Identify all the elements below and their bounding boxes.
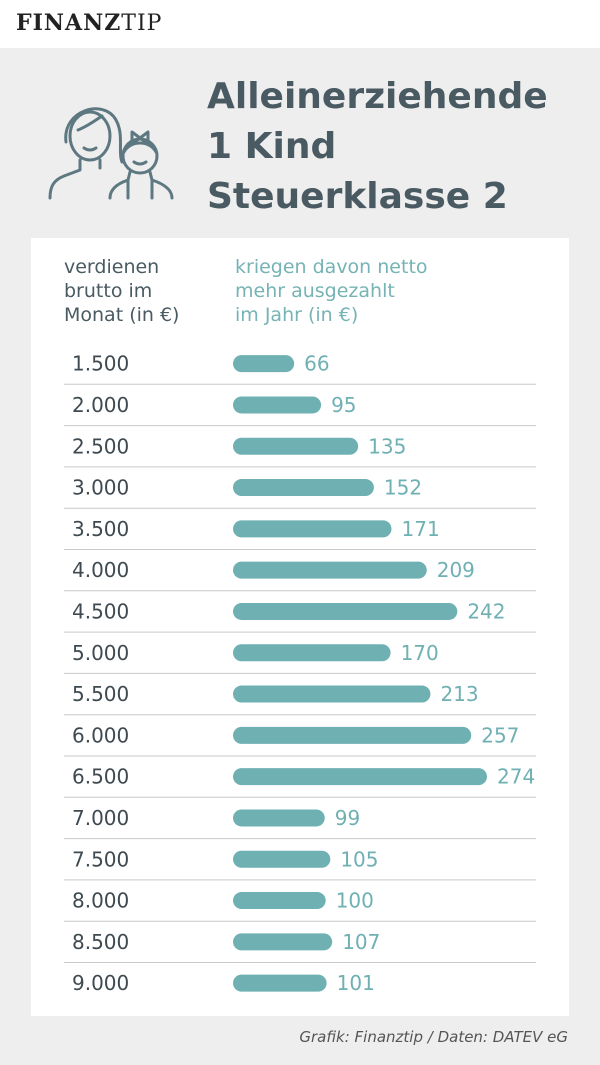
value-label: 152 (384, 476, 422, 500)
bar (233, 437, 359, 455)
column-header-net-line-1: kriegen davon netto (235, 256, 428, 278)
column-header-net-line-3: im Jahr (in €) (235, 304, 359, 326)
bar (233, 726, 472, 744)
bar-row: 5.000 170 (64, 641, 536, 674)
category-label: 8.500 (72, 930, 129, 954)
column-header-net-line-2: mehr ausgezahlt (235, 280, 395, 302)
column-header-gross-line-2: brutto im (64, 280, 153, 302)
bar-row: 7.500 105 (64, 847, 536, 881)
value-label: 209 (437, 558, 475, 582)
category-label: 2.500 (72, 434, 129, 458)
category-label: 7.500 (72, 847, 129, 871)
column-header-gross-line-1: verdienen (64, 256, 160, 278)
page-title: Alleinerziehende 1 Kind Steuerklasse 2 (207, 72, 548, 222)
bar (233, 644, 391, 662)
category-label: 9.000 (72, 971, 129, 995)
bar (233, 396, 322, 414)
category-label: 3.000 (72, 476, 129, 500)
value-label: 107 (342, 930, 380, 954)
category-label: 6.000 (72, 723, 129, 747)
value-label: 105 (340, 847, 378, 871)
bar-row: 6.000 257 (64, 723, 536, 757)
bar (233, 479, 374, 497)
bar (233, 809, 325, 827)
bar (233, 355, 295, 373)
logo-bold: FINANZ (16, 10, 122, 36)
category-label: 3.500 (72, 517, 129, 541)
bar-row: 7.000 99 (64, 806, 536, 840)
value-label: 170 (401, 641, 439, 665)
category-label: 4.500 (72, 599, 129, 623)
value-label: 99 (335, 806, 360, 830)
column-header-gross: verdienen brutto im Monat (in €) (64, 255, 179, 327)
bar (233, 602, 458, 620)
source-note: Grafik: Finanztip / Daten: DATEV eG (299, 1028, 568, 1046)
top-bar: FINANZTIP (0, 0, 600, 48)
bar (233, 768, 487, 786)
bar (233, 933, 333, 951)
value-label: 274 (497, 765, 535, 789)
title-line-2: 1 Kind (207, 126, 337, 167)
column-header-net: kriegen davon netto mehr ausgezahlt im J… (235, 255, 428, 327)
bar (233, 685, 431, 703)
value-label: 95 (331, 393, 356, 417)
category-label: 4.000 (72, 558, 129, 582)
bar-row: 4.500 242 (64, 599, 536, 633)
category-label: 2.000 (72, 393, 129, 417)
finanztip-logo: FINANZTIP (16, 10, 162, 36)
value-label: 213 (440, 682, 478, 706)
bar-row: 2.000 95 (64, 393, 536, 427)
bar-row: 8.000 100 (64, 889, 536, 922)
category-label: 7.000 (72, 806, 129, 830)
bar-row: 9.000 101 (72, 971, 375, 995)
bar (233, 850, 331, 868)
bar (233, 974, 327, 992)
title-line-1: Alleinerziehende (207, 76, 548, 117)
value-label: 101 (337, 971, 375, 995)
bar-row: 3.500 171 (64, 517, 536, 550)
bar-row: 6.500 274 (64, 765, 536, 798)
parent-child-icon (48, 107, 174, 200)
bar-row: 3.000 152 (64, 476, 536, 509)
bar-row: 8.500 107 (64, 930, 536, 963)
logo-light: TIP (121, 11, 163, 36)
bar (233, 892, 326, 910)
chart-card (31, 238, 569, 1016)
bar (233, 561, 427, 579)
bar-row: 5.500 213 (64, 682, 536, 716)
title-line-3: Steuerklasse 2 (207, 176, 508, 217)
value-label: 100 (336, 889, 374, 913)
column-header-gross-line-3: Monat (in €) (64, 304, 180, 326)
value-label: 171 (402, 517, 440, 541)
category-label: 8.000 (72, 889, 129, 913)
value-label: 257 (481, 723, 519, 747)
category-label: 5.500 (72, 682, 129, 706)
bar-row: 1.500 66 (64, 352, 536, 385)
value-label: 242 (467, 599, 505, 623)
bar-row: 4.000 209 (64, 558, 536, 592)
value-label: 66 (304, 352, 329, 376)
bar-row: 2.500 135 (64, 434, 536, 468)
category-label: 1.500 (72, 352, 129, 376)
category-label: 5.000 (72, 641, 129, 665)
bar (233, 520, 392, 538)
category-label: 6.500 (72, 765, 129, 789)
value-label: 135 (368, 434, 406, 458)
